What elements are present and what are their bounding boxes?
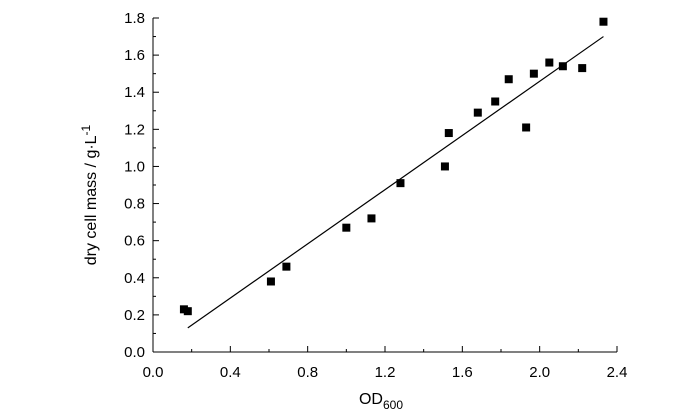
data-point bbox=[491, 97, 500, 106]
x-tick-label: 0.0 bbox=[143, 364, 164, 381]
y-tick-label: 0.4 bbox=[124, 270, 145, 287]
y-tick-label: 1.2 bbox=[124, 121, 145, 138]
y-tick-label: 0.2 bbox=[124, 307, 145, 324]
data-point bbox=[473, 108, 482, 117]
y-ticks: 0.0 0.2 0.4 0.6 0.8 1.0 1.2 1.4 1.6 1.8 bbox=[124, 10, 159, 361]
fit-line bbox=[187, 36, 604, 329]
data-points bbox=[179, 17, 608, 316]
data-point bbox=[444, 129, 453, 138]
x-tick-label: 1.2 bbox=[375, 364, 396, 381]
x-tick-label: 2.0 bbox=[529, 364, 550, 381]
data-point bbox=[282, 262, 291, 271]
x-axis-label-main: OD bbox=[359, 391, 383, 408]
y-axis-label: dry cell mass / g·L-1 bbox=[79, 124, 100, 265]
data-point bbox=[578, 64, 587, 73]
y-axis-label-superscript: -1 bbox=[79, 124, 93, 135]
data-point bbox=[529, 69, 538, 78]
data-point bbox=[342, 223, 351, 232]
axes bbox=[152, 18, 617, 353]
y-tick-label: 0.8 bbox=[124, 196, 145, 213]
x-axis-label-subscript: 600 bbox=[383, 398, 403, 412]
data-point bbox=[266, 277, 275, 286]
data-point bbox=[396, 179, 405, 188]
y-tick-label: 1.6 bbox=[124, 47, 145, 64]
x-tick-label: 0.8 bbox=[297, 364, 318, 381]
y-tick-label: 1.4 bbox=[124, 84, 145, 101]
y-tick-label: 0.0 bbox=[124, 344, 145, 361]
data-point bbox=[440, 162, 449, 171]
x-tick-label: 0.4 bbox=[220, 364, 241, 381]
y-axis-label-main: dry cell mass / g·L bbox=[83, 135, 100, 265]
y-tick-label: 1.8 bbox=[124, 10, 145, 27]
x-axis-label: OD600 bbox=[359, 391, 403, 412]
data-point bbox=[504, 75, 513, 84]
x-ticks: 0.0 0.4 0.8 1.2 1.6 2.0 2.4 bbox=[143, 346, 628, 381]
data-point bbox=[367, 214, 376, 223]
data-point bbox=[522, 123, 531, 132]
data-point bbox=[183, 307, 192, 316]
data-point bbox=[599, 17, 608, 26]
fit-line-group bbox=[187, 36, 604, 329]
data-point bbox=[545, 58, 554, 67]
y-tick-label: 1.0 bbox=[124, 158, 145, 175]
y-tick-label: 0.6 bbox=[124, 233, 145, 250]
data-point bbox=[558, 62, 567, 71]
x-tick-label: 2.4 bbox=[607, 364, 628, 381]
x-tick-label: 1.6 bbox=[452, 364, 473, 381]
